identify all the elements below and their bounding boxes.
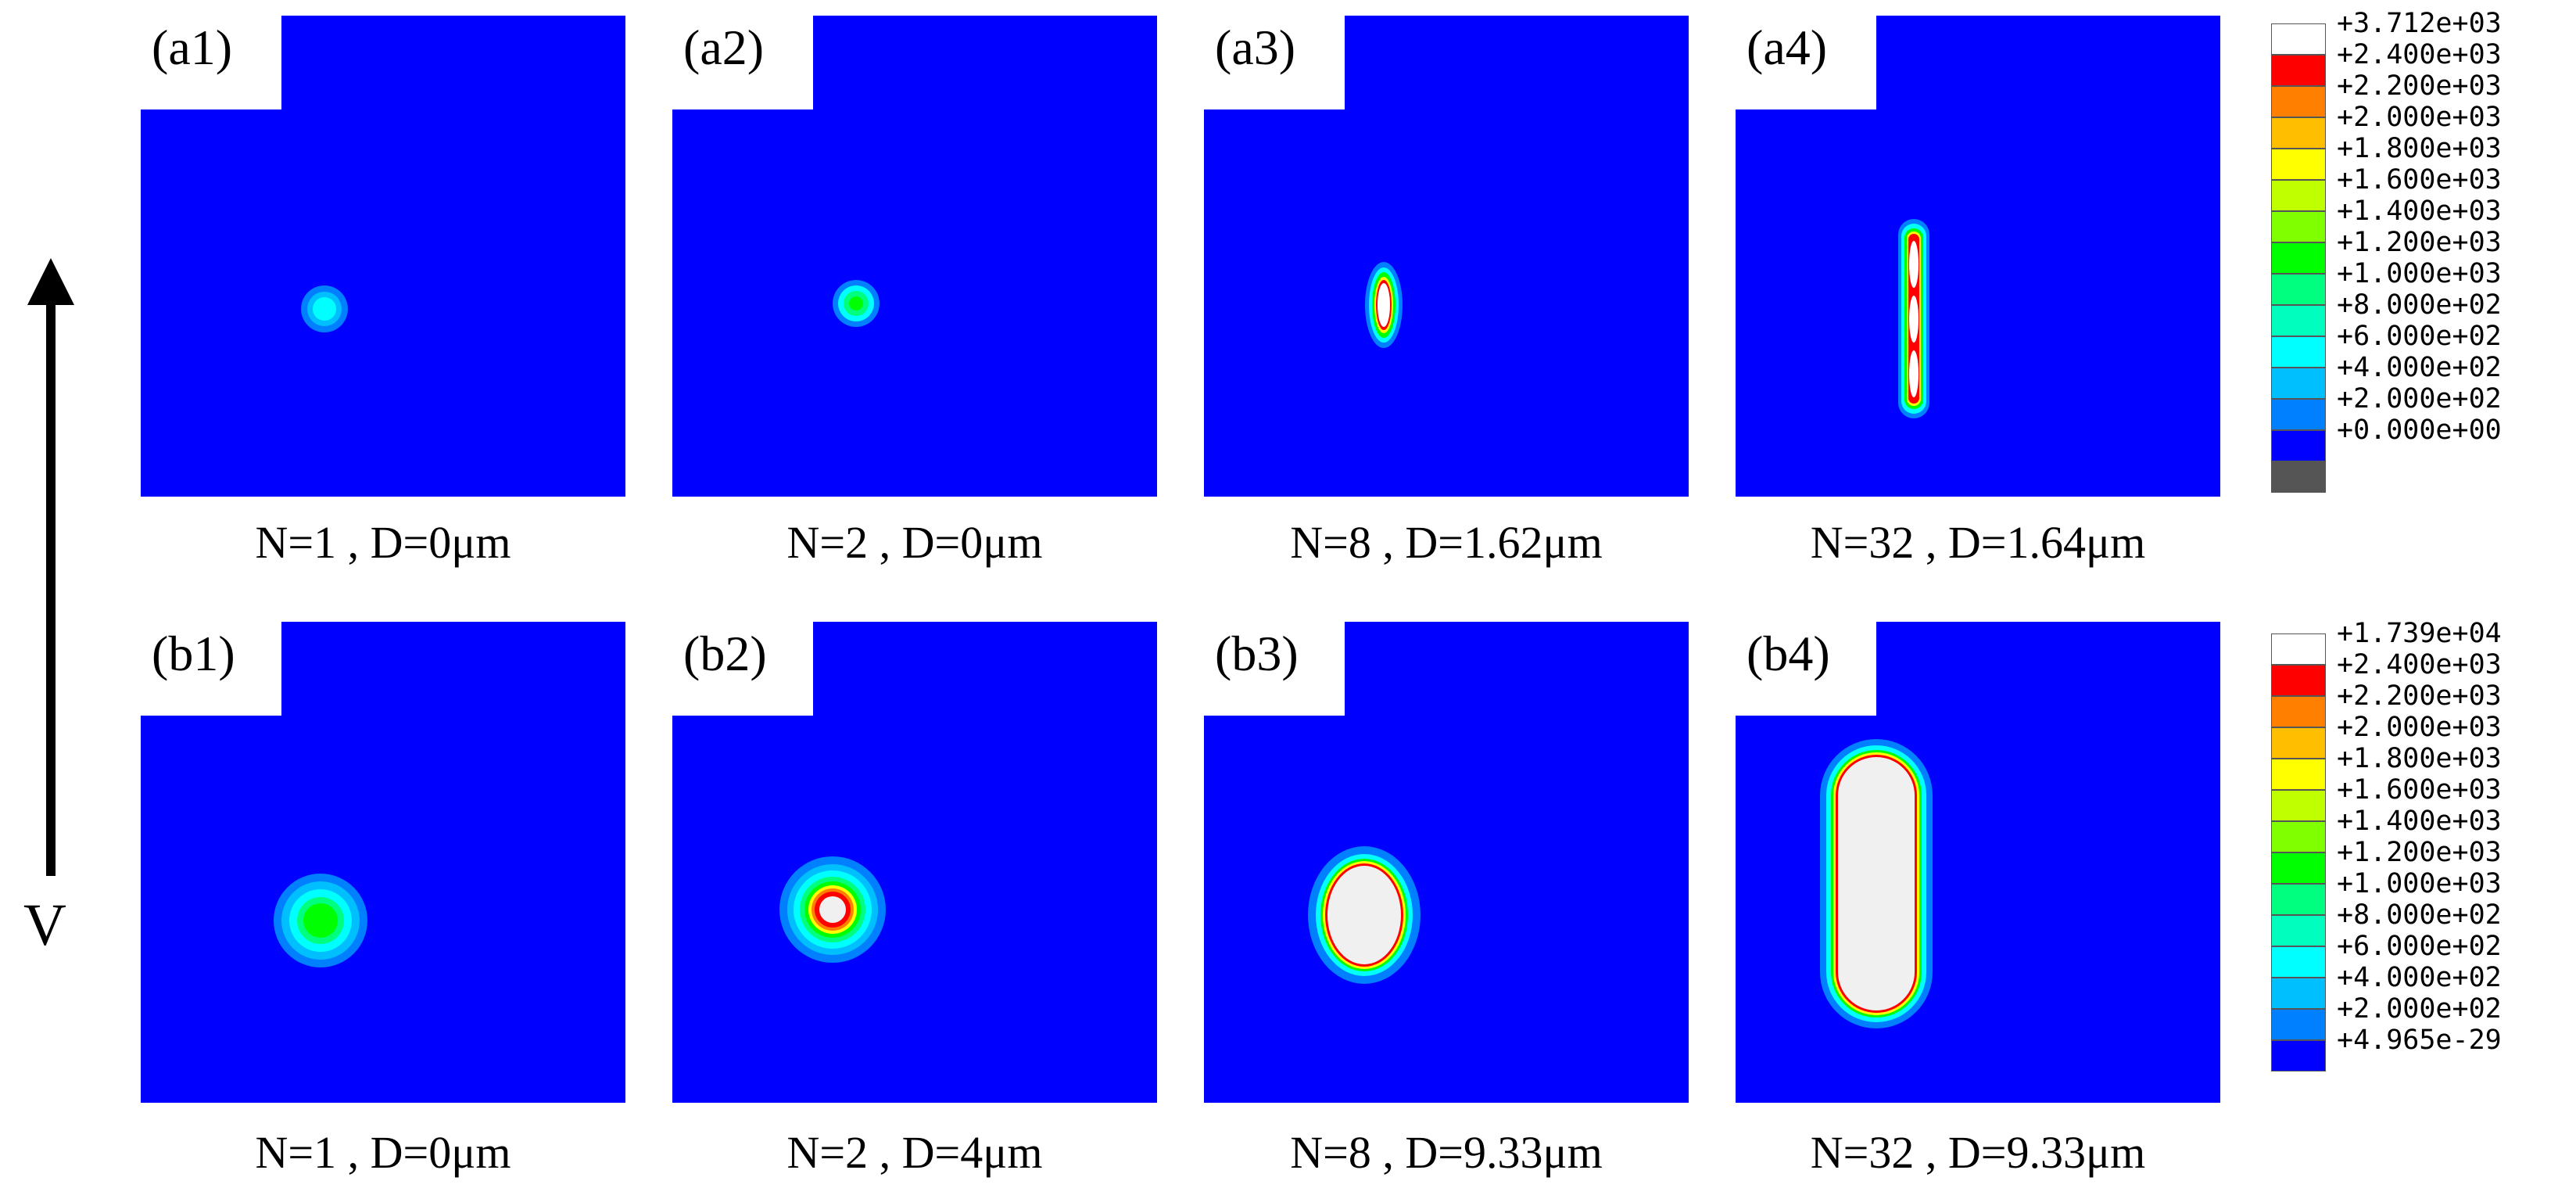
velocity-label: V (23, 892, 66, 958)
legend-swatch (2271, 117, 2326, 149)
legend-swatch (2271, 1009, 2326, 1040)
legend-swatch (2271, 399, 2326, 430)
legend-swatch (2271, 461, 2326, 493)
legend-label: +8.000e+02 (2337, 289, 2502, 321)
legend-swatch (2271, 821, 2326, 852)
panel-label: (b1) (152, 626, 235, 681)
legend-swatch (2271, 274, 2326, 305)
legend-label: +1.000e+03 (2337, 258, 2502, 289)
legend-label: +2.000e+03 (2337, 712, 2502, 743)
legend-swatch (2271, 368, 2326, 399)
panel-b3: (b3) (1204, 622, 1689, 1103)
legend-label: +1.400e+03 (2337, 196, 2502, 227)
legend-swatch (2271, 727, 2326, 759)
legend-swatch (2271, 915, 2326, 946)
panel-caption: N=32 , D=1.64μm (1810, 517, 2146, 568)
panel-label: (b4) (1747, 626, 1830, 681)
legend-swatch (2271, 665, 2326, 696)
legend-swatch (2271, 211, 2326, 242)
legend-label: +2.200e+03 (2337, 680, 2502, 712)
color-legend-b: +1.739e+04 +2.400e+03 +2.200e+03 +2.000e+03… (2271, 620, 2568, 1118)
panel-label: (b2) (683, 626, 767, 681)
legend-swatch (2271, 149, 2326, 180)
legend-swatch (2271, 1040, 2326, 1071)
legend-swatch (2271, 55, 2326, 86)
legend-label: +2.400e+03 (2337, 39, 2502, 70)
panel-caption: N=1 , D=0μm (255, 517, 511, 568)
legend-swatch (2271, 23, 2326, 55)
legend-label: +4.000e+02 (2337, 352, 2502, 383)
legend-label: +1.000e+03 (2337, 868, 2502, 899)
panel-a1: (a1) (141, 16, 625, 497)
panel-b1: (b1) (141, 622, 625, 1103)
legend-label: +1.600e+03 (2337, 164, 2502, 196)
legend-label: +4.000e+02 (2337, 962, 2502, 993)
legend-swatch (2271, 180, 2326, 211)
legend-label: +1.400e+03 (2337, 806, 2502, 837)
panel-caption: N=2 , D=0μm (786, 517, 1043, 568)
legend-label: +2.200e+03 (2337, 70, 2502, 102)
legend-label: +6.000e+02 (2337, 931, 2502, 962)
panel-label: (a4) (1747, 20, 1828, 75)
color-legend-a: +3.712e+03 +2.400e+03 +2.200e+03 +2.000e+03… (2271, 10, 2568, 508)
legend-label: +1.800e+03 (2337, 133, 2502, 164)
panel-caption: N=8 , D=9.33μm (1290, 1127, 1603, 1178)
panel-b4: (b4) (1736, 622, 2220, 1103)
panel-a4: (a4) (1736, 16, 2220, 497)
legend-label: +1.600e+03 (2337, 774, 2502, 806)
legend-label: +1.200e+03 (2337, 837, 2502, 868)
legend-swatch (2271, 305, 2326, 336)
legend-swatch (2271, 633, 2326, 665)
legend-label: +2.000e+03 (2337, 102, 2502, 133)
legend-swatch (2271, 978, 2326, 1009)
panel-label: (b3) (1215, 626, 1299, 681)
legend-label: +2.000e+02 (2337, 993, 2502, 1025)
legend-label: +1.800e+03 (2337, 743, 2502, 774)
panel-caption: N=2 , D=4μm (786, 1127, 1043, 1178)
legend-label: +6.000e+02 (2337, 321, 2502, 352)
legend-swatch (2271, 852, 2326, 884)
velocity-arrow-icon (27, 258, 74, 876)
legend-swatch (2271, 242, 2326, 274)
legend-label: +1.739e+04 (2337, 618, 2502, 649)
legend-swatch (2271, 790, 2326, 821)
legend-label: +3.712e+03 (2337, 8, 2502, 39)
legend-label: +8.000e+02 (2337, 899, 2502, 931)
legend-label: +4.965e-29 (2337, 1025, 2502, 1056)
panel-caption: N=32 , D=9.33μm (1810, 1127, 2146, 1178)
legend-label: +1.200e+03 (2337, 227, 2502, 258)
legend-swatch (2271, 946, 2326, 978)
panel-caption: N=1 , D=0μm (255, 1127, 511, 1178)
legend-swatch (2271, 86, 2326, 117)
panel-caption: N=8 , D=1.62μm (1290, 517, 1603, 568)
panel-b2: (b2) (672, 622, 1157, 1103)
panel-label: (a3) (1215, 20, 1296, 75)
panel-label: (a2) (683, 20, 765, 75)
panel-label: (a1) (152, 20, 233, 75)
legend-swatch (2271, 336, 2326, 368)
legend-label: +0.000e+00 (2337, 415, 2502, 446)
legend-swatch (2271, 696, 2326, 727)
legend-swatch (2271, 884, 2326, 915)
panel-a2: (a2) (672, 16, 1157, 497)
panel-a3: (a3) (1204, 16, 1689, 497)
legend-label: +2.000e+02 (2337, 383, 2502, 415)
legend-swatch (2271, 759, 2326, 790)
legend-swatch (2271, 430, 2326, 461)
legend-label: +2.400e+03 (2337, 649, 2502, 680)
